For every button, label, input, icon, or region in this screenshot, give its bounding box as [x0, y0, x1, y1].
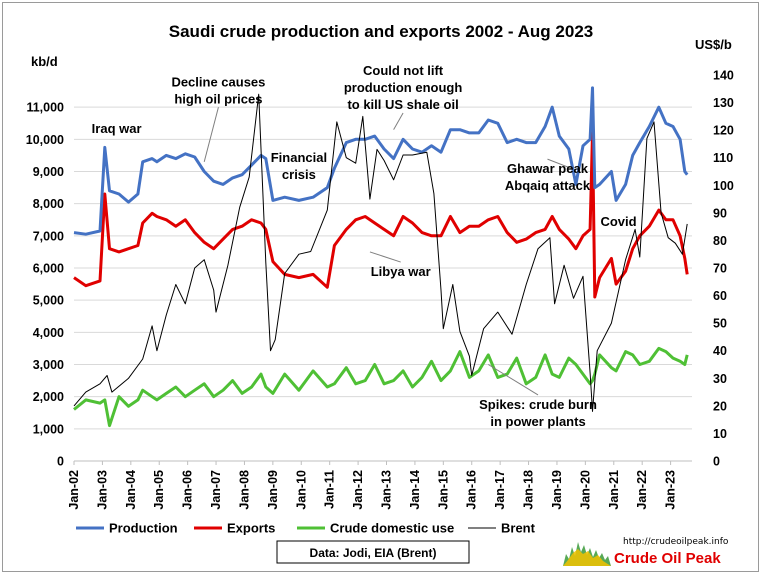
- x-tick-label: Jan-09: [266, 470, 280, 510]
- y-tick-right-label: 40: [713, 344, 727, 358]
- series-exports-line: [73, 131, 689, 299]
- x-tick-label: Jan-03: [95, 470, 109, 510]
- x-tick-label: Jan-20: [578, 470, 592, 510]
- y-tick-right-label: 50: [713, 317, 727, 331]
- logo-url: http://crudeoilpeak.info: [623, 537, 729, 547]
- right-axis-title: US$/b: [695, 37, 732, 52]
- x-tick-label: Jan-12: [351, 470, 365, 510]
- x-tick-label: Jan-06: [181, 470, 195, 510]
- legend-label-production: Production: [109, 521, 178, 536]
- y-tick-left-label: 0: [57, 455, 64, 469]
- y-tick-right-label: 100: [713, 179, 734, 193]
- x-tick-label: Jan-13: [380, 470, 394, 510]
- x-tick-label: Jan-15: [436, 470, 450, 510]
- annotation-pointer: [488, 364, 539, 396]
- legend: Production Exports Crude domestic use Brent: [76, 521, 536, 536]
- logo-waves-accent: [563, 549, 611, 566]
- left-axis-ticks: 0 1,000 2,000 3,000 4,000 5,000 6,000 7,000 8,00…: [26, 101, 64, 469]
- x-tick-label: Jan-19: [550, 470, 564, 510]
- x-tick-label: Jan-11: [323, 470, 337, 509]
- y-tick-left-label: 2,000: [33, 390, 64, 404]
- annotation-label: Libya war: [371, 264, 431, 279]
- series-crude-domestic-use-line: [73, 346, 689, 428]
- annotation-pointer: [369, 251, 401, 263]
- x-tick-label: Jan-17: [493, 470, 507, 510]
- legend-label-exports: Exports: [227, 521, 275, 536]
- x-tick-label: Jan-05: [152, 470, 166, 510]
- annotation-label: Could not lift: [363, 63, 444, 78]
- x-tick-label: Jan-02: [67, 470, 81, 510]
- gridlines: [74, 106, 692, 462]
- y-tick-left-label: 1,000: [33, 422, 64, 436]
- y-tick-left-label: 8,000: [33, 197, 64, 211]
- annotation-label: Covid: [600, 214, 636, 229]
- series-brent-line: [73, 93, 688, 412]
- annotation-label: in power plants: [490, 414, 585, 429]
- y-tick-right-label: 120: [713, 124, 734, 138]
- left-axis-title: kb/d: [31, 54, 58, 69]
- x-tick-label: Jan-23: [664, 470, 678, 510]
- annotation-pointer: [203, 107, 219, 162]
- logo: http://crudeoilpeak.info Crude Oil Peak: [563, 537, 729, 567]
- x-tick-label: Jan-07: [209, 470, 223, 510]
- x-tick-label: Jan-21: [607, 470, 621, 510]
- series-production-line: [73, 86, 689, 236]
- y-tick-right-label: 140: [713, 69, 734, 83]
- source-label: Data: Jodi, EIA (Brent): [310, 546, 437, 560]
- y-tick-left-label: 4,000: [33, 326, 64, 340]
- annotation-label: Decline causes: [171, 74, 265, 89]
- annotation-label: to kill US shale oil: [347, 97, 458, 112]
- y-tick-right-label: 10: [713, 427, 727, 441]
- legend-label-crude-domestic-use: Crude domestic use: [330, 521, 454, 536]
- y-tick-left-label: 5,000: [33, 294, 64, 308]
- y-tick-right-label: 60: [713, 289, 727, 303]
- annotation-label: crisis: [282, 167, 316, 182]
- y-tick-left-label: 6,000: [33, 262, 64, 276]
- x-axis-ticks: Jan-02 Jan-03 Jan-04 Jan-05 Jan-06 Jan-07 Jan-…: [67, 461, 678, 510]
- y-tick-right-label: 80: [713, 234, 727, 248]
- source-box: Data: Jodi, EIA (Brent): [276, 540, 470, 564]
- y-tick-left-label: 3,000: [33, 358, 64, 372]
- annotation-label: Spikes: crude burn: [479, 397, 597, 412]
- annotation-label: Iraq war: [92, 121, 142, 136]
- annotations: Iraq war Decline causes high oil prices Cou…: [92, 63, 637, 429]
- series-lines: [73, 86, 689, 428]
- annotation-label: high oil prices: [174, 91, 262, 106]
- annotation-label: Financial: [271, 150, 327, 165]
- x-tick-label: Jan-08: [237, 470, 251, 510]
- logo-name: Crude Oil Peak: [614, 550, 721, 567]
- y-tick-right-label: 110: [713, 151, 733, 165]
- y-tick-left-label: 9,000: [33, 165, 64, 179]
- right-axis-ticks: 0 10 20 30 40 50 60 70 80 90 100 110 120 130 140: [713, 69, 734, 469]
- annotation-label: Abqaiq attack: [505, 178, 591, 193]
- x-tick-label: Jan-16: [465, 470, 479, 510]
- x-tick-label: Jan-22: [635, 470, 649, 510]
- legend-label-brent: Brent: [501, 521, 536, 536]
- chart-title: Saudi crude production and exports 2002 …: [169, 22, 593, 41]
- y-tick-left-label: 7,000: [33, 229, 64, 243]
- y-tick-left-label: 11,000: [26, 101, 64, 115]
- y-tick-right-label: 30: [713, 372, 727, 386]
- y-tick-right-label: 20: [713, 399, 727, 413]
- y-tick-right-label: 90: [713, 206, 727, 220]
- x-tick-label: Jan-10: [294, 470, 308, 510]
- annotation-pointer: [393, 112, 404, 130]
- x-tick-label: Jan-18: [522, 470, 536, 510]
- y-tick-right-label: 70: [713, 262, 727, 276]
- y-tick-right-label: 130: [713, 96, 734, 110]
- annotation-pointer: [547, 158, 572, 169]
- x-tick-label: Jan-04: [124, 470, 138, 510]
- annotation-label: production enough: [344, 80, 462, 95]
- y-tick-left-label: 10,000: [26, 133, 64, 147]
- annotation-label: Ghawar peak: [507, 161, 589, 176]
- y-tick-right-label: 0: [713, 455, 720, 469]
- x-tick-label: Jan-14: [408, 470, 422, 510]
